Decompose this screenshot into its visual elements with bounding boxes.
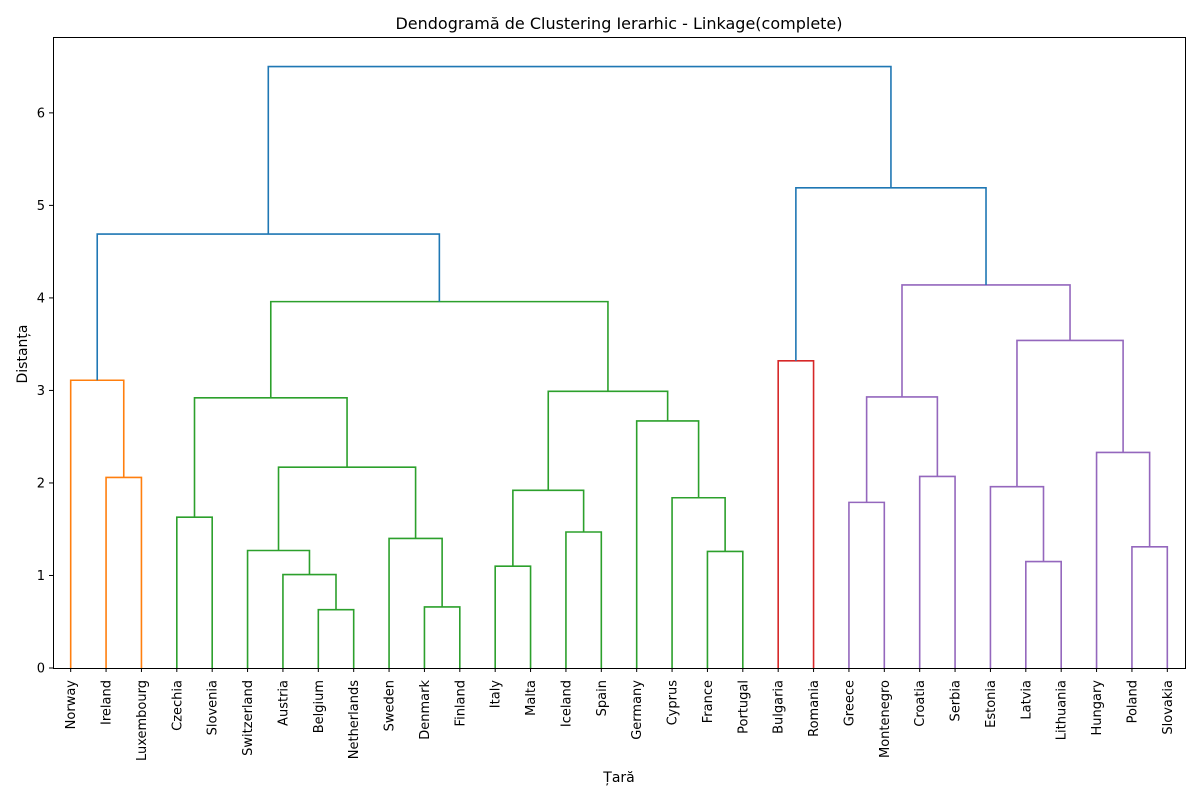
dendrogram-link-22 <box>865 396 939 503</box>
x-tick-label: France <box>701 680 716 723</box>
x-tick-label: Ireland <box>100 680 115 725</box>
x-tick-label: Sweden <box>383 680 398 731</box>
dendrogram-links <box>69 65 1169 668</box>
x-tick-label: Lithuania <box>1055 680 1070 740</box>
chart-title: Dendogramă de Clustering Ierarhic - Link… <box>395 14 842 33</box>
plot-frame <box>53 37 1186 669</box>
dendrogram-link-29 <box>795 187 987 361</box>
x-tick-label: Belgium <box>312 680 327 733</box>
x-tick-label: Spain <box>595 680 610 716</box>
x-tick-label: Latvia <box>1019 680 1034 720</box>
x-tick-label: Norway <box>64 680 79 730</box>
x-tick-label: Bulgaria <box>772 680 787 734</box>
dendrogram-link-20 <box>848 501 886 668</box>
x-tick-label: Montenegro <box>878 680 893 758</box>
y-tick-label: 6 <box>37 106 45 121</box>
x-tick-label: Romania <box>807 680 822 737</box>
y-tick-label: 4 <box>37 291 45 306</box>
dendrogram-link-4 <box>282 573 337 668</box>
x-tick-label: Netherlands <box>347 680 362 759</box>
x-tick-label: Malta <box>524 680 539 716</box>
x-tick-label: Austria <box>276 680 291 726</box>
x-tick-label: Luxembourg <box>135 680 150 761</box>
dendrogram-link-0 <box>105 476 143 668</box>
x-axis: Norway Ireland Luxembourg Czechia Slovenia Sw… <box>64 668 1176 761</box>
x-tick-label: Switzerland <box>241 680 256 756</box>
dendrogram-link-28 <box>901 284 1071 397</box>
x-tick-label: Portugal <box>736 680 751 734</box>
x-tick-label: Cyprus <box>666 680 681 726</box>
x-tick-label: Czechia <box>170 680 185 731</box>
x-tick-label: Serbia <box>949 680 964 721</box>
dendrogram-link-26 <box>1095 451 1151 668</box>
x-tick-label: Slovenia <box>206 680 221 735</box>
dendrogram-link-23 <box>1025 560 1062 668</box>
y-tick-label: 2 <box>37 476 45 491</box>
y-tick-label: 3 <box>37 384 45 399</box>
dendrogram-link-1 <box>69 379 125 668</box>
x-tick-label: Denmark <box>418 680 433 740</box>
dendrogram-link-18 <box>96 233 441 381</box>
y-tick-label: 5 <box>37 199 45 214</box>
dendrogram-link-11 <box>565 531 603 668</box>
x-tick-label: Hungary <box>1090 680 1105 736</box>
y-axis-label: Distanța <box>15 325 31 384</box>
x-tick-label: Finland <box>453 680 468 726</box>
dendrogram-link-9 <box>193 397 348 518</box>
x-tick-label: Italy <box>489 680 504 709</box>
x-tick-label: Germany <box>630 680 645 740</box>
dendrogram-link-30 <box>267 65 892 235</box>
dendrogram-link-10 <box>494 565 532 668</box>
dendrogram-link-14 <box>671 496 726 668</box>
y-axis: 0 1 2 3 4 5 6 <box>37 106 53 677</box>
y-tick-label: 0 <box>37 662 45 677</box>
x-axis-label: Țară <box>602 770 634 786</box>
x-tick-label: Iceland <box>559 680 574 727</box>
dendrogram-link-19 <box>777 360 815 668</box>
x-tick-label: Poland <box>1125 680 1140 723</box>
y-tick-label: 1 <box>37 569 45 584</box>
dendrogram-link-12 <box>512 489 585 567</box>
x-tick-label: Slovakia <box>1161 680 1176 735</box>
x-tick-label: Greece <box>842 680 857 726</box>
dendrogram-link-17 <box>269 300 609 398</box>
x-tick-label: Croatia <box>913 680 928 727</box>
dendrogram-link-24 <box>989 485 1045 668</box>
x-tick-label: Estonia <box>984 680 999 728</box>
